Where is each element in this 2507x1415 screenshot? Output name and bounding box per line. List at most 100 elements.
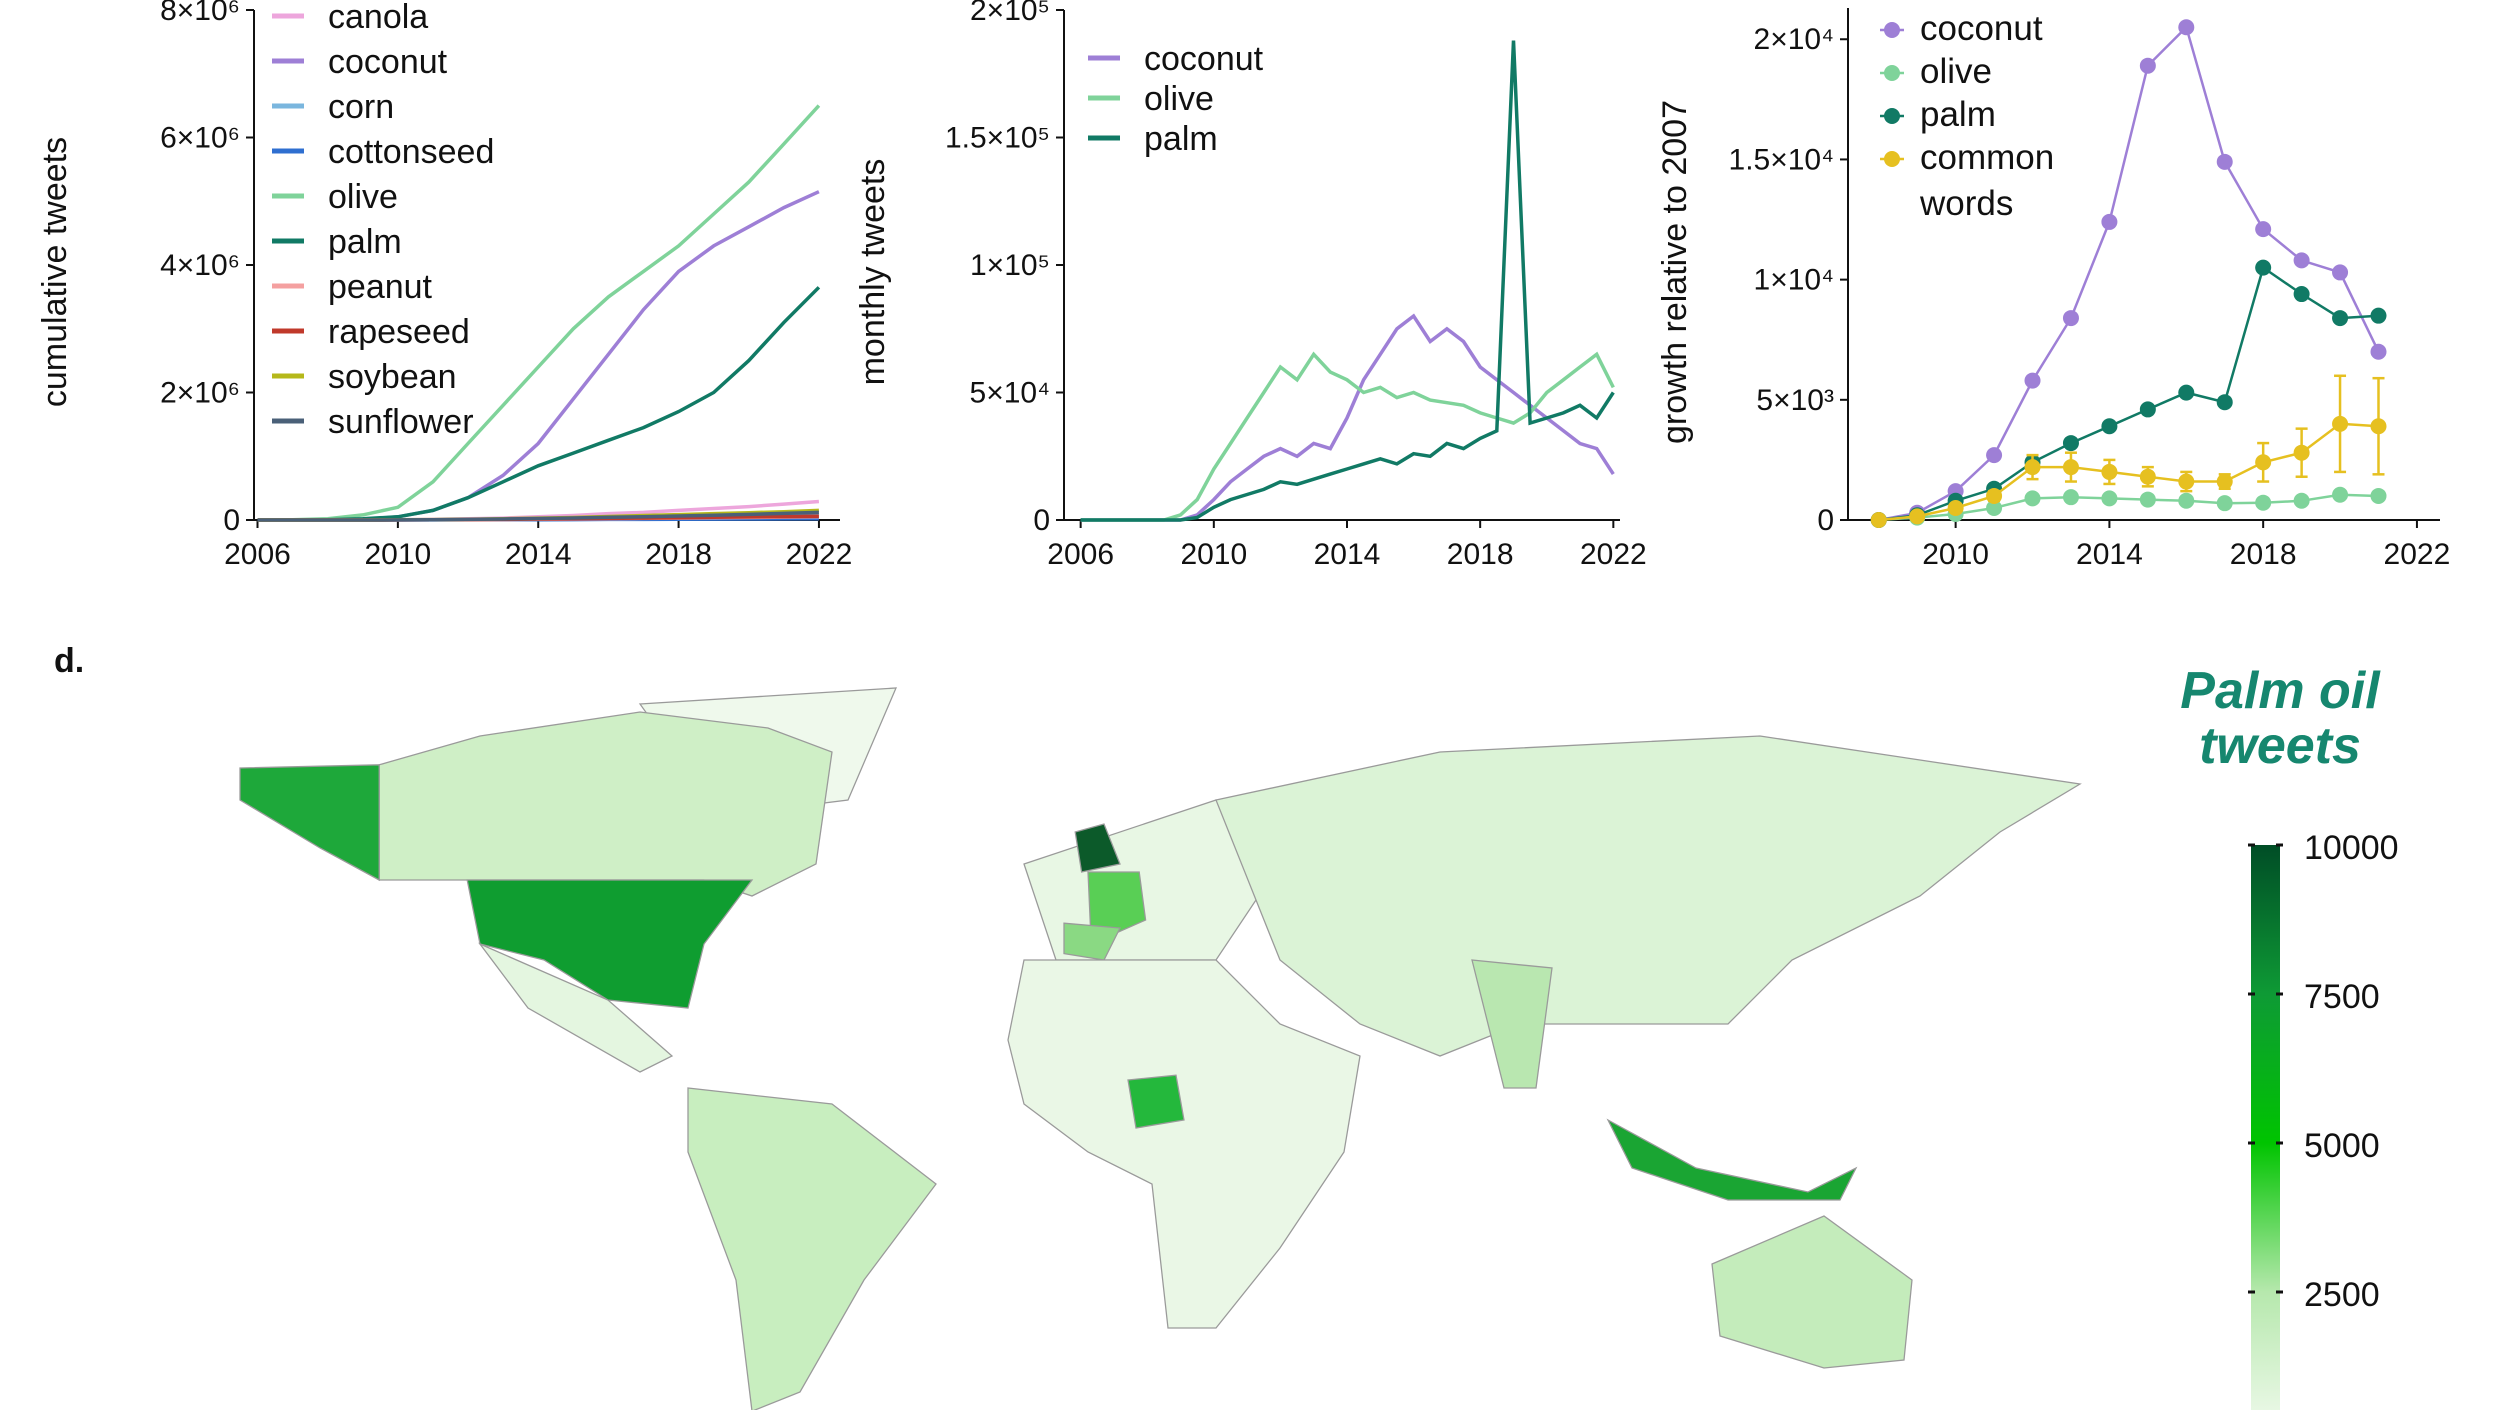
legend-label: rapeseed <box>328 313 470 351</box>
point <box>2101 213 2118 230</box>
point <box>2101 418 2118 435</box>
point <box>2139 468 2156 485</box>
world-map <box>239 687 2082 1413</box>
point <box>2255 259 2272 276</box>
y-tick-label: 2×10⁵ <box>970 0 1050 27</box>
y-axis-label: growth relative to 2007 <box>1656 100 1694 444</box>
y-tick-label: 6×10⁶ <box>160 122 240 155</box>
y-tick-label: 2×10⁴ <box>1754 23 1834 56</box>
y-tick-label: 1×10⁴ <box>1754 264 1834 297</box>
legend-label-box: common words <box>1920 138 2054 223</box>
y-tick-label: 1×10⁵ <box>970 249 1050 282</box>
x-tick-label: 2022 <box>1580 538 1647 571</box>
point <box>2062 310 2079 327</box>
point <box>2332 415 2349 432</box>
country <box>478 942 674 1073</box>
x-tick-label: 2022 <box>2384 538 2451 571</box>
point <box>2332 264 2349 281</box>
point <box>1986 499 2003 516</box>
series-line <box>257 510 819 522</box>
colorbar-tick-label: 10000 <box>2304 829 2399 867</box>
legend-marker <box>1884 151 1900 167</box>
x-tick-label: 2014 <box>505 538 572 571</box>
legend-label-box: olive <box>1920 52 1992 91</box>
y-tick-label: 1.5×10⁴ <box>1729 143 1834 176</box>
colorbar <box>2251 845 2280 1415</box>
legend-marker <box>1884 108 1900 124</box>
point <box>2139 57 2156 74</box>
point <box>2178 19 2195 36</box>
point <box>2370 487 2387 504</box>
x-tick-label: 2010 <box>1922 538 1989 571</box>
country <box>1215 735 2082 1057</box>
y-tick-label: 0 <box>1033 504 1050 537</box>
legend-label: cottonseed <box>328 133 494 171</box>
colorbar-tick-label: 5000 <box>2304 1127 2380 1165</box>
legend-label: palm <box>1144 120 1218 158</box>
point <box>1947 499 1964 516</box>
series-line <box>257 104 821 522</box>
point <box>2370 307 2387 324</box>
legend-label: coconut <box>1920 9 2043 48</box>
legend-label: soybean <box>328 358 457 396</box>
country <box>1711 1215 1913 1369</box>
point <box>2293 252 2310 269</box>
point <box>2370 343 2387 360</box>
legend-label: olive <box>1920 52 1992 91</box>
point <box>2216 473 2233 490</box>
country <box>1074 823 1121 873</box>
country <box>1127 1074 1185 1129</box>
y-axis-label: cumulative tweets <box>36 137 74 407</box>
point <box>1986 487 2003 504</box>
point <box>2178 492 2195 509</box>
point <box>2293 286 2310 303</box>
legend-label: olive <box>328 178 398 216</box>
y-tick-label: 2×10⁶ <box>160 377 240 410</box>
y-tick-label: 1.5×10⁵ <box>945 122 1050 155</box>
legend-label: palm <box>1920 95 1996 134</box>
country <box>1007 959 1361 1329</box>
point <box>2101 490 2118 507</box>
colorbar-tick-label: 7500 <box>2304 978 2380 1016</box>
y-axis-label: monthly tweets <box>854 159 892 386</box>
legend-label: coconut <box>1144 40 1264 78</box>
x-tick-label: 2018 <box>645 538 712 571</box>
country <box>687 1087 937 1413</box>
point <box>2293 444 2310 461</box>
point <box>2062 489 2079 506</box>
point <box>2062 459 2079 476</box>
point <box>2024 459 2041 476</box>
point <box>2178 384 2195 401</box>
point <box>2255 221 2272 238</box>
y-tick-label: 4×10⁶ <box>160 249 240 282</box>
point <box>1870 512 1887 528</box>
point <box>2370 418 2387 435</box>
y-tick-label: 5×10³ <box>1756 384 1834 417</box>
point <box>2255 454 2272 471</box>
point <box>1986 447 2003 464</box>
x-tick-label: 2006 <box>1047 538 1114 571</box>
point <box>2255 494 2272 511</box>
x-tick-label: 2010 <box>364 538 431 571</box>
point <box>2139 401 2156 418</box>
legend-label-box: palm <box>1920 95 1996 134</box>
series-line <box>1878 24 2380 522</box>
y-tick-label: 5×10⁴ <box>970 377 1050 410</box>
point <box>2216 394 2233 411</box>
point <box>2293 492 2310 509</box>
series-line <box>1878 265 2379 522</box>
country <box>1471 959 1553 1089</box>
colorbar-tick-label: 2500 <box>2304 1276 2380 1314</box>
x-tick-label: 2018 <box>1447 538 1514 571</box>
point <box>2332 310 2349 327</box>
legend-label: coconut <box>328 43 448 81</box>
series-line <box>1080 313 1615 522</box>
country <box>1023 799 1281 961</box>
point <box>2024 490 2041 507</box>
series-line <box>1080 351 1615 522</box>
point <box>2178 473 2195 490</box>
x-tick-label: 2018 <box>2230 538 2297 571</box>
x-tick-label: 2006 <box>224 538 291 571</box>
legend-label: canola <box>328 0 428 36</box>
point <box>2216 153 2233 170</box>
